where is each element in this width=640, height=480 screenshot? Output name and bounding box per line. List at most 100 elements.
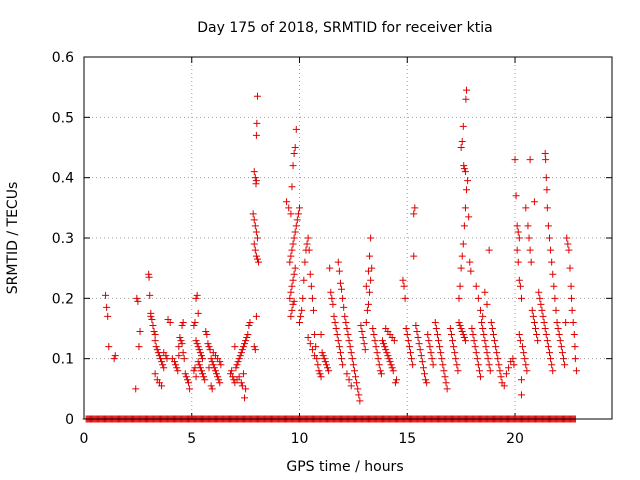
- data-point: [183, 376, 191, 384]
- data-point: [207, 355, 215, 363]
- data-point: [416, 346, 424, 354]
- data-point: [387, 361, 395, 369]
- data-point: [294, 210, 302, 218]
- data-point: [195, 361, 203, 369]
- data-point: [288, 282, 296, 290]
- data-point: [178, 340, 186, 348]
- data-point: [528, 306, 536, 314]
- data-point: [477, 373, 485, 381]
- data-point: [208, 358, 216, 366]
- data-point: [339, 361, 347, 369]
- data-point: [546, 234, 554, 242]
- data-point: [463, 186, 471, 194]
- data-point: [311, 331, 319, 339]
- data-point: [428, 355, 436, 363]
- data-point: [362, 318, 370, 326]
- data-point: [406, 349, 414, 357]
- data-point: [332, 325, 340, 332]
- data-point: [371, 337, 379, 345]
- data-point: [437, 349, 445, 357]
- y-tick-label: 0.4: [52, 171, 74, 187]
- data-point: [181, 370, 189, 378]
- data-point: [202, 328, 210, 336]
- data-point: [208, 385, 216, 393]
- data-point: [480, 331, 488, 339]
- data-point: [474, 361, 482, 369]
- data-point: [103, 303, 111, 311]
- data-point: [368, 264, 376, 272]
- data-point: [475, 367, 483, 375]
- data-point: [459, 122, 467, 130]
- data-point: [147, 312, 155, 320]
- data-point: [292, 222, 300, 230]
- data-point: [321, 358, 329, 366]
- data-point: [305, 246, 313, 254]
- data-point: [385, 355, 393, 363]
- data-point: [172, 361, 180, 369]
- data-point: [417, 352, 425, 360]
- data-point: [353, 379, 361, 387]
- data-point: [459, 240, 467, 248]
- y-tick-label: 0.2: [52, 291, 74, 307]
- data-point: [341, 312, 349, 320]
- data-points: [82, 86, 580, 423]
- data-point: [195, 346, 203, 354]
- data-point: [199, 370, 207, 378]
- data-point: [463, 86, 471, 94]
- data-point: [572, 367, 580, 375]
- data-point: [478, 318, 486, 326]
- data-point: [516, 337, 524, 345]
- data-point: [339, 294, 347, 302]
- data-point: [134, 297, 142, 305]
- data-point: [436, 343, 444, 351]
- data-point: [345, 337, 353, 345]
- data-point: [472, 282, 480, 290]
- data-point: [486, 367, 494, 375]
- data-point: [374, 355, 382, 363]
- data-point: [303, 240, 311, 248]
- data-point: [288, 183, 296, 191]
- data-point: [153, 346, 161, 354]
- data-point: [334, 258, 342, 266]
- data-point: [252, 312, 260, 320]
- data-point: [234, 358, 242, 366]
- data-point: [526, 156, 534, 164]
- data-point: [377, 370, 385, 378]
- data-point: [199, 355, 207, 363]
- data-point: [415, 340, 423, 348]
- data-point: [441, 373, 449, 381]
- data-point: [175, 343, 183, 351]
- x-tick-label: 0: [80, 431, 89, 447]
- data-point: [239, 343, 247, 351]
- data-point: [381, 343, 389, 351]
- data-point: [291, 264, 299, 272]
- data-point: [542, 156, 550, 164]
- data-point: [179, 349, 187, 357]
- data-point: [427, 349, 435, 357]
- data-point: [345, 376, 353, 384]
- x-tick-label: 20: [506, 431, 524, 447]
- data-point: [456, 321, 464, 329]
- data-point: [203, 331, 211, 339]
- data-point: [469, 331, 477, 339]
- data-point: [484, 355, 492, 363]
- data-point: [331, 318, 339, 326]
- data-point: [553, 318, 561, 326]
- data-point: [290, 297, 298, 305]
- data-point: [252, 252, 260, 260]
- data-point: [517, 391, 525, 399]
- data-point: [312, 343, 320, 351]
- data-point: [146, 291, 154, 299]
- data-point: [479, 312, 487, 320]
- data-point: [214, 373, 222, 381]
- data-point: [319, 352, 327, 360]
- data-point: [132, 385, 140, 393]
- data-point: [237, 379, 245, 387]
- data-point: [250, 240, 258, 248]
- data-point: [298, 306, 306, 314]
- data-point: [388, 364, 396, 372]
- data-point: [512, 192, 520, 200]
- data-point: [442, 379, 450, 387]
- data-point: [310, 306, 318, 314]
